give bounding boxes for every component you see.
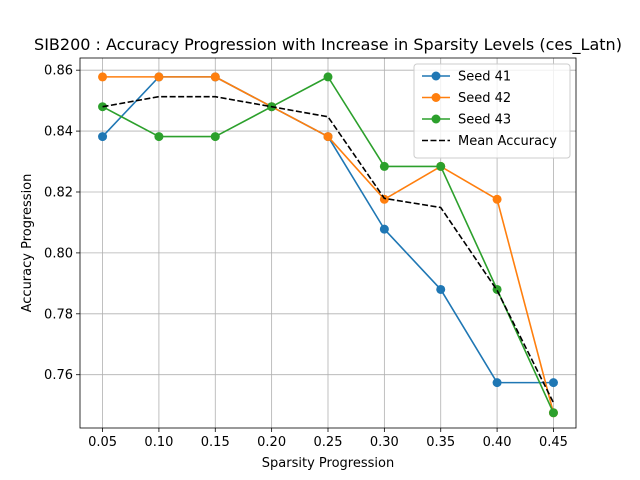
axes: 0.05 0.10 0.15 0.20 0.25 0.30 0.35 0.40 0.45 0.76…	[44, 64, 568, 450]
x-tick-label: 0.20	[257, 435, 286, 450]
legend-marker-seed-41	[431, 71, 441, 81]
data-point-seed-41	[492, 378, 502, 388]
legend-box	[413, 63, 571, 159]
y-axis-label: Accuracy Progression	[20, 174, 35, 313]
y-tick-label: 0.84	[44, 125, 73, 140]
data-point-seed-41	[436, 284, 446, 294]
data-point-seed-43	[210, 132, 220, 142]
y-tick-label: 0.78	[44, 307, 73, 322]
x-axis-label: Sparsity Progression	[262, 456, 394, 471]
y-tick-label: 0.76	[44, 368, 73, 383]
legend-marker-seed-43	[431, 114, 441, 124]
legend-label-mean-accuracy: Mean Accuracy	[458, 134, 557, 149]
data-point-seed-42	[379, 194, 389, 204]
data-point-seed-41	[98, 132, 108, 142]
legend-label-seed-41: Seed 41	[458, 70, 511, 85]
data-point-seed-43	[548, 408, 558, 418]
x-tick-label: 0.05	[88, 435, 117, 450]
legend-label-seed-42: Seed 42	[458, 91, 511, 106]
y-tick-label: 0.82	[44, 185, 73, 200]
data-point-seed-43	[436, 161, 446, 171]
data-point-seed-42	[154, 72, 164, 82]
series-group	[98, 72, 558, 418]
x-tick-label: 0.25	[314, 435, 343, 450]
data-point-seed-41	[548, 378, 558, 388]
x-tick-label: 0.15	[201, 435, 230, 450]
legend-marker-seed-42	[431, 93, 441, 102]
data-point-seed-43	[154, 132, 164, 142]
data-point-seed-42	[323, 132, 333, 142]
data-point-seed-41	[379, 224, 389, 234]
y-tick-label: 0.80	[44, 246, 73, 261]
legend-label-seed-43: Seed 43	[458, 113, 511, 128]
data-point-seed-42	[210, 72, 220, 82]
series-line-mean-accuracy	[102, 95, 555, 404]
data-point-seed-42	[492, 194, 502, 204]
chart-title: SIB200 : Accuracy Progression with Incre…	[34, 35, 622, 55]
x-tick-label: 0.45	[539, 435, 568, 450]
legend: Seed 41 Seed 42 Seed 43 Mean Accuracy	[413, 63, 571, 159]
x-tick-label: 0.10	[144, 435, 173, 450]
y-tick-label: 0.86	[44, 64, 73, 79]
x-tick-label: 0.40	[483, 435, 512, 450]
data-point-seed-43	[323, 72, 333, 82]
data-point-seed-43	[379, 161, 389, 171]
x-tick-label: 0.30	[370, 435, 399, 450]
data-point-seed-42	[98, 72, 108, 82]
x-tick-label: 0.35	[426, 435, 455, 450]
